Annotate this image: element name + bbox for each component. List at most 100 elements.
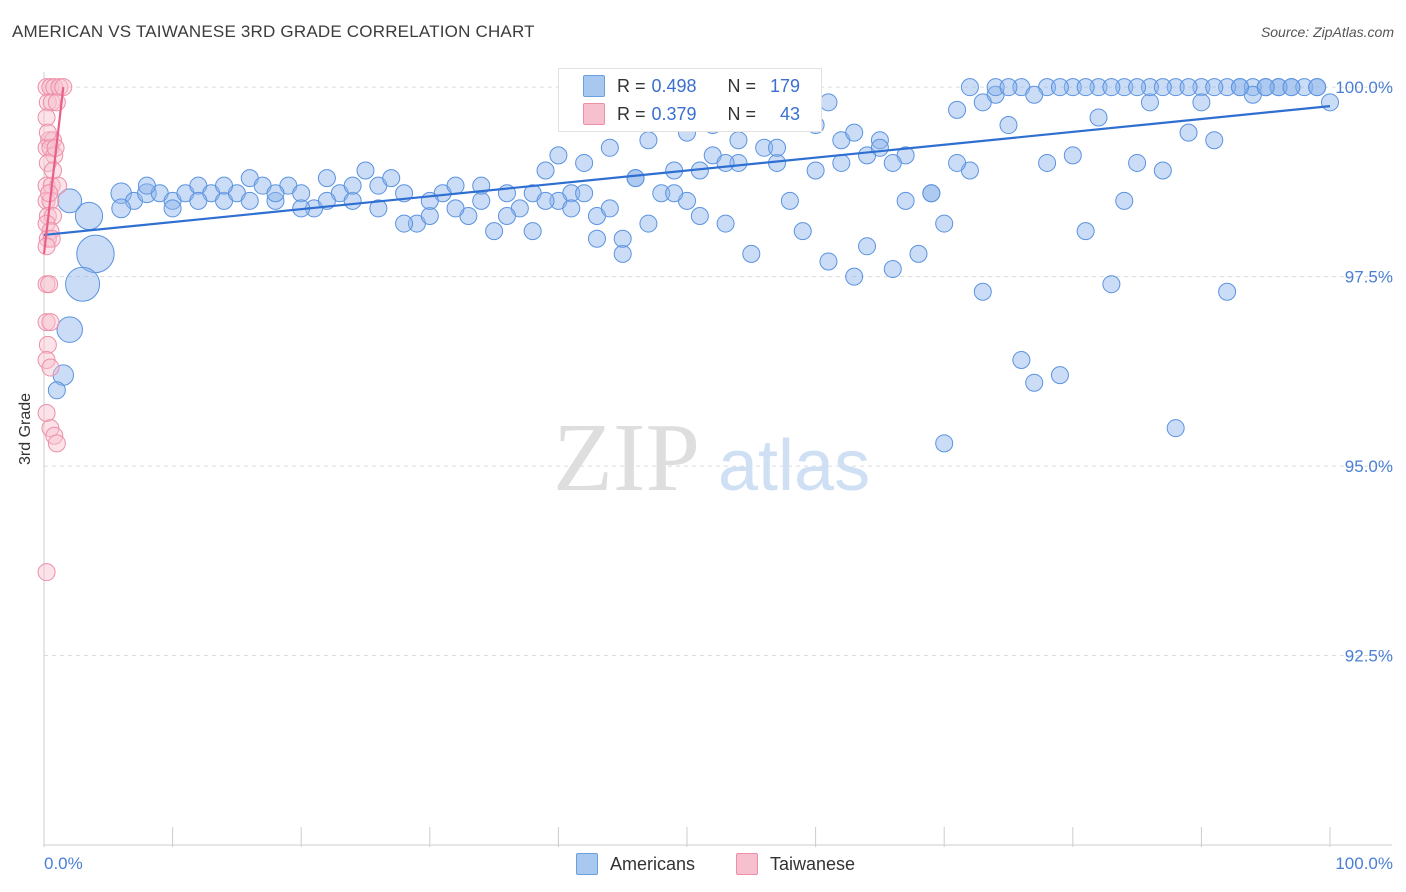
r-label: R = [617,75,646,96]
americans-point [47,381,66,400]
americans-point [1115,191,1134,210]
tick-labels: 92.5% 95.0% 97.5% 100.0% 0.0% 100.0% [44,78,1393,873]
americans-point [1166,78,1185,97]
americans-point [716,214,735,233]
americans-point [613,229,632,248]
americans-point [1076,78,1095,97]
americans-point [1153,78,1172,97]
americans-point [1128,153,1147,172]
taiwanese-point [37,404,56,423]
taiwanese-point [41,358,60,377]
americans-point [343,191,362,210]
americans-point [57,188,83,214]
trend-lines [42,87,1331,255]
americans-point [65,266,101,302]
americans-legend-label: Americans [610,853,696,874]
americans-point [420,206,439,225]
legend-row-taiwanese: R = 0.379 N = 43 [583,103,800,125]
americans-point [1050,366,1069,385]
series-legend: Americans Taiwanese [0,853,1406,875]
americans-point [858,237,877,256]
taiwanese-point [45,426,64,445]
americans-point [549,146,568,165]
chart-title: AMERICAN VS TAIWANESE 3RD GRADE CORRELAT… [12,22,535,41]
n-label: N = [727,75,757,96]
gridlines [44,86,1392,657]
y-tick-label: 97.5% [1345,268,1393,287]
taiwanese-point [40,275,59,294]
americans-point [446,199,465,218]
watermark-atlas: atlas [718,426,870,506]
americans-point [1205,131,1224,150]
americans-point [1025,85,1044,104]
americans-point [1153,161,1172,180]
americans-point [137,176,156,195]
americans-point [1243,78,1262,97]
americans-point [1038,153,1057,172]
americans-point [909,244,928,263]
americans-point [292,184,311,203]
legend-taiwanese[interactable]: Taiwanese [736,853,855,875]
americans-point [1102,78,1121,97]
americans-point [1076,222,1095,241]
taiwanese-trend-line [42,87,65,255]
y-tick-label: 95.0% [1345,457,1393,476]
americans-point [111,198,132,219]
americans-point [1166,419,1185,438]
y-tick-label: 100.0% [1335,78,1393,97]
americans-point [1128,78,1147,97]
americans-point [819,93,838,112]
r-value: 0.379 [651,103,697,124]
taiwanese-point [41,313,60,332]
americans-point [922,184,941,203]
americans-point [1179,78,1198,97]
americans-point [1269,78,1288,97]
americans-point [870,131,889,150]
americans-point [317,169,336,188]
americans-point [639,131,658,150]
americans-point [1012,350,1031,369]
americans-point [742,244,761,263]
americans-point [716,153,735,172]
n-label: N = [727,103,757,124]
americans-point [523,222,542,241]
americans-point [497,206,516,225]
watermark: ZIP atlas [553,404,870,512]
americans-point [883,153,902,172]
americans-point [948,153,967,172]
americans-point [768,138,787,157]
americans-point [1089,78,1108,97]
n-value: 43 [780,103,801,124]
americans-point [999,116,1018,135]
taiwanese-point [38,93,57,112]
americans-point [536,161,555,180]
americans-point [729,131,748,150]
americans-point [1050,78,1069,97]
americans-point [780,191,799,210]
americans-point [485,222,504,241]
americans-point [74,201,104,231]
source-credit: Source: ZipAtlas.com [1260,24,1394,40]
americans-legend-swatch [576,853,598,875]
americans-point [600,138,619,157]
taiwanese-point [38,123,57,142]
americans-point [562,199,581,218]
americans-point [1205,78,1224,97]
americans-point [806,161,825,180]
americans-point [690,206,709,225]
americans-point [896,191,915,210]
taiwanese-point [41,78,60,97]
taiwanese-swatch [583,103,605,125]
americans-trend-line [43,105,1331,237]
americans-point [1230,78,1249,97]
taiwanese-point [47,434,66,453]
taiwanese-point [37,108,56,127]
americans-point [973,282,992,301]
americans-point [356,161,375,180]
legend-americans[interactable]: Americans [576,853,695,875]
americans-point [1295,78,1314,97]
americans-point [613,244,632,263]
stats-legend: R = 0.498 N = 179 R = 0.379 N = 43 [558,68,822,132]
taiwanese-point [37,138,56,157]
